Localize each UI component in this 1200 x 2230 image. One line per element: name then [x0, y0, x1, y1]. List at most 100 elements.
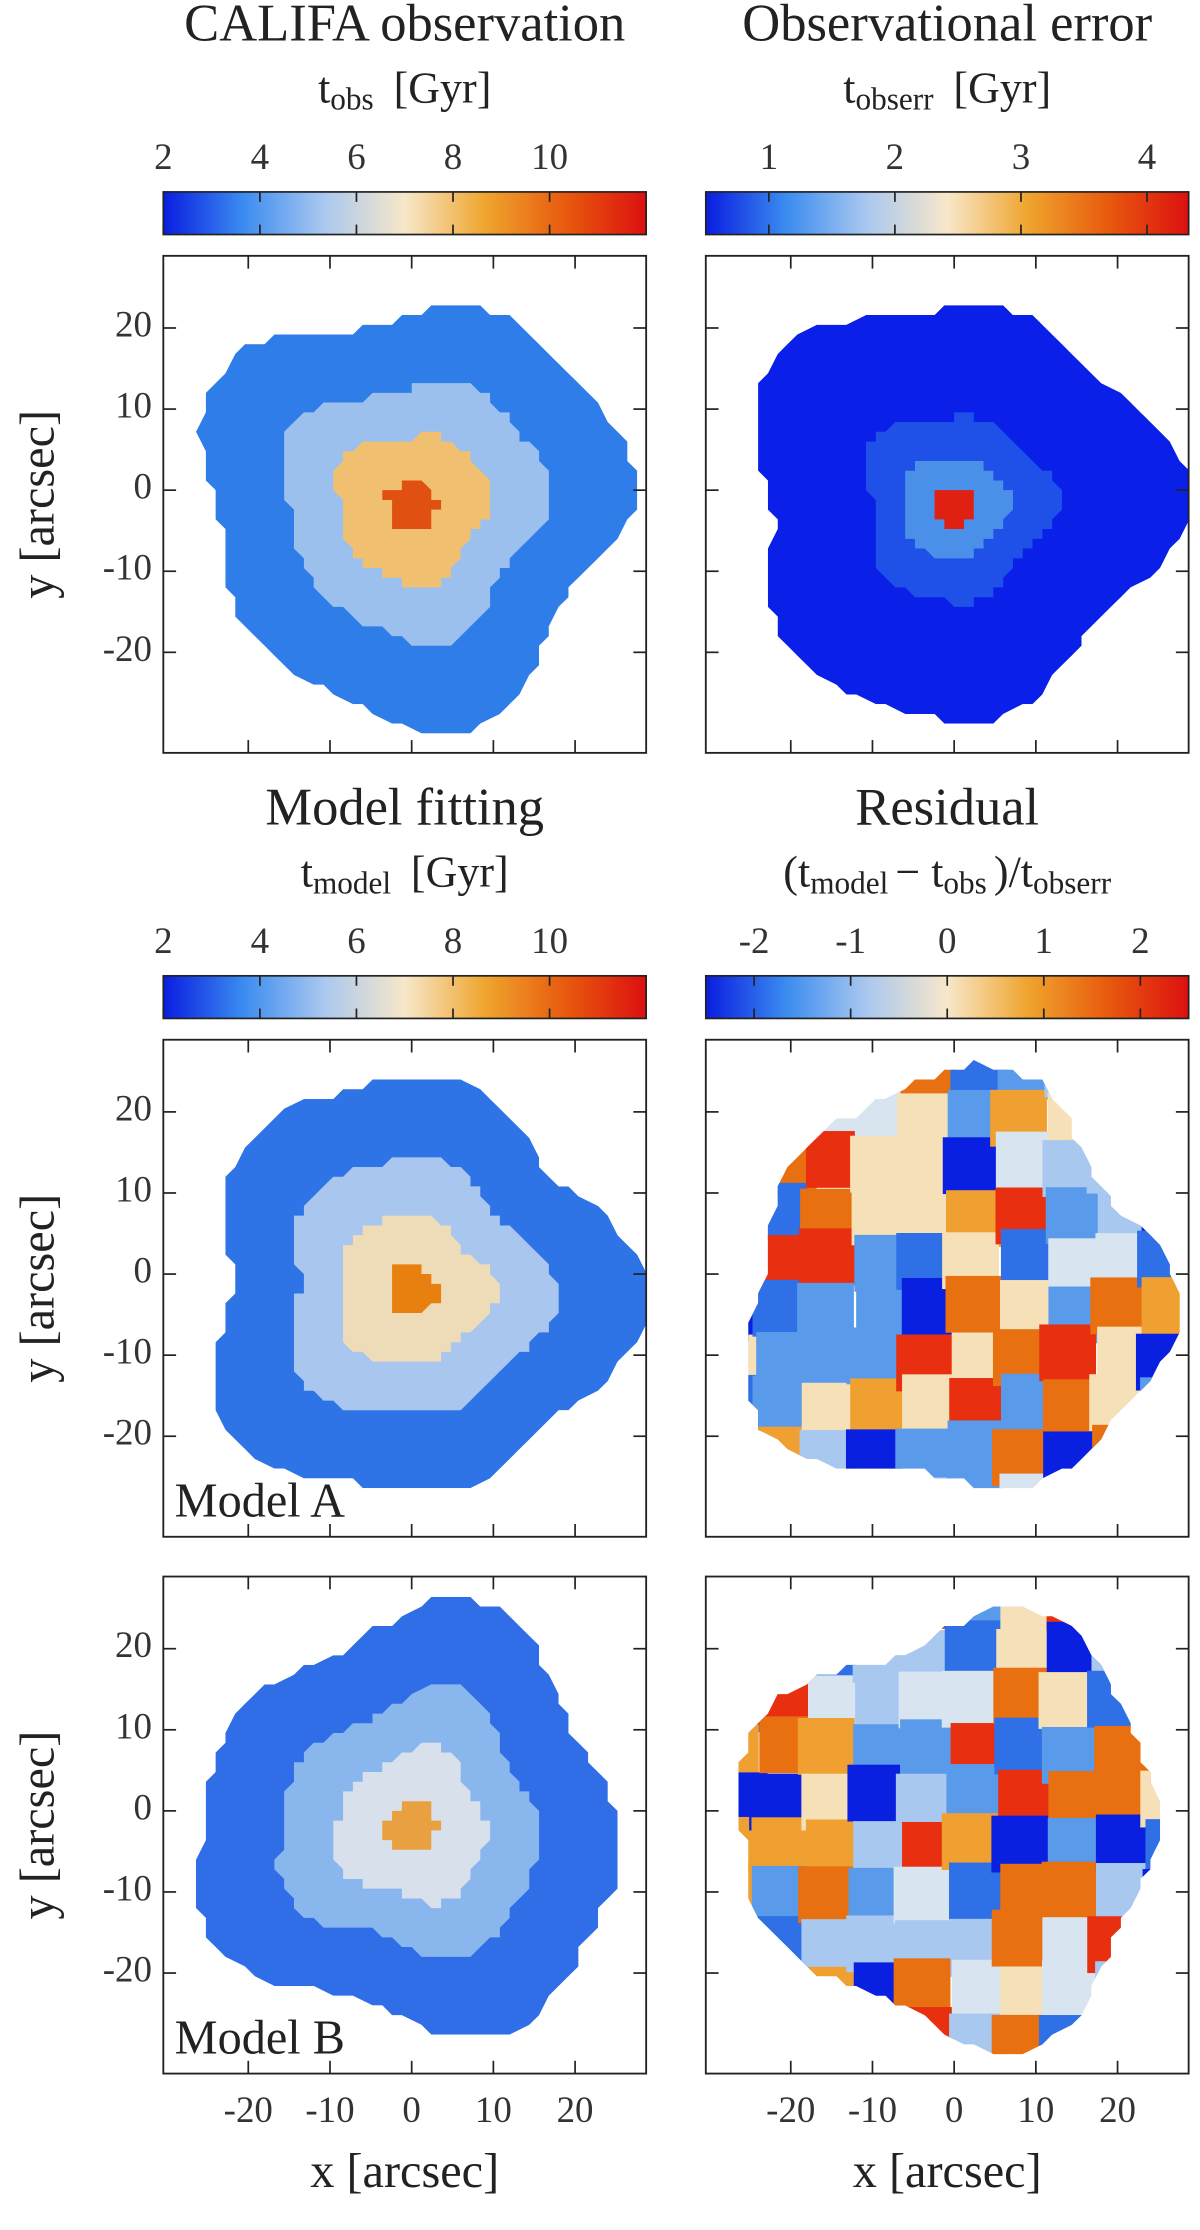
- map-cell: [738, 2006, 764, 2055]
- colorbar-tick-label: 6: [347, 136, 365, 177]
- map-cell: [738, 1675, 767, 1733]
- map-cell: [1144, 1140, 1180, 1198]
- colorbar-label: (tmodel − tobs)/tobserr: [783, 848, 1111, 901]
- map-cell: [798, 2006, 856, 2055]
- map-cell: [899, 1518, 956, 1575]
- colorbar-tick-label: 2: [1131, 920, 1149, 961]
- map-cell: [757, 1089, 815, 1147]
- label-part: obs: [943, 866, 986, 901]
- map-cell: [1145, 1430, 1180, 1487]
- map-cell: [798, 1866, 855, 1924]
- map-cell: [804, 1966, 862, 2024]
- label-part: − t: [895, 848, 943, 897]
- map-cell: [1041, 1861, 1099, 1919]
- map-cell: [845, 1429, 903, 1487]
- map-region: [382, 1801, 442, 1850]
- y-axis-label: y [arcsec]: [12, 1731, 65, 1920]
- x-tick-label: 10: [475, 2089, 512, 2130]
- map-cell: [1039, 1324, 1097, 1382]
- y-tick-label: 20: [115, 1087, 152, 1128]
- map-cell: [797, 1718, 855, 1775]
- colorbar-tick-label: 2: [154, 136, 172, 177]
- panel-frame: [704, 1038, 1190, 1538]
- colorbar-tick-label: -2: [739, 920, 770, 961]
- x-tick-label: 20: [1099, 2089, 1136, 2130]
- map-cell: [750, 1182, 807, 1240]
- map-cell: [748, 1188, 760, 1246]
- map-cell: [750, 2013, 808, 2055]
- colorbar-tick-label: 4: [251, 136, 269, 177]
- map-cell: [1141, 1277, 1180, 1334]
- map-cell: [751, 1817, 809, 1875]
- map-cell: [1090, 1477, 1148, 1489]
- colorbar-tick-label: 6: [347, 920, 365, 961]
- map-cell: [1040, 1526, 1097, 1583]
- map-cell: [738, 1962, 763, 2020]
- map-cell: [748, 1625, 806, 1683]
- galaxy-map: [215, 1079, 648, 1489]
- colorbar-tick-label: 8: [444, 920, 462, 961]
- colorbar-tick-label: 2: [154, 920, 172, 961]
- map-cell: [738, 1917, 757, 1975]
- colorbar-tick-label: 1: [1035, 920, 1053, 961]
- y-tick-label: -20: [103, 628, 152, 669]
- map-cell: [801, 1474, 858, 1489]
- map-cell: [1142, 1869, 1161, 1926]
- colorbar-tick-label: -1: [835, 920, 866, 961]
- map-cell: [799, 1620, 857, 1678]
- label-part: (t: [783, 848, 810, 897]
- panel-annotation: Model B: [175, 2011, 345, 2064]
- map-cell: [1087, 1670, 1144, 1728]
- x-axis-label: x [arcsec]: [310, 2145, 499, 2198]
- y-tick-label: 20: [115, 1624, 152, 1665]
- map-cell: [752, 1375, 810, 1433]
- map-region: [382, 480, 442, 530]
- map-cell: [896, 2007, 954, 2055]
- galaxy-map: [195, 1596, 618, 2035]
- x-tick-label: -20: [224, 2089, 273, 2130]
- map-cell: [944, 1620, 1002, 1678]
- panel-frame: [704, 254, 1190, 754]
- colorbar-tick-label: 0: [938, 920, 956, 961]
- galaxy-map: [748, 1060, 1180, 1583]
- map-cell: [1139, 1085, 1180, 1143]
- map-cell: [748, 1471, 758, 1489]
- map-cell: [951, 1959, 1009, 2017]
- colorbar-label: tobs [Gyr]: [318, 64, 491, 117]
- map-region: [392, 1264, 442, 1313]
- x-tick-label: -20: [766, 2089, 815, 2130]
- map-cell: [942, 1137, 1000, 1195]
- colorbar-label: tobserr [Gyr]: [843, 64, 1051, 117]
- y-tick-label: -20: [103, 1412, 152, 1453]
- map-cell: [1086, 1136, 1144, 1194]
- map-cell: [941, 1670, 999, 1728]
- colorbar: [704, 191, 1190, 236]
- galaxy-map: [758, 305, 1190, 724]
- map-cell: [852, 2014, 910, 2055]
- map-cell: [1038, 2015, 1096, 2055]
- colorbar-tick-label: 3: [1012, 136, 1030, 177]
- map-cell: [748, 1060, 757, 1099]
- map-cell: [845, 1520, 902, 1577]
- map-cell: [1044, 1060, 1102, 1098]
- map-cell: [946, 1764, 1004, 1821]
- map-cell: [1088, 1087, 1146, 1145]
- y-tick-label: -10: [103, 547, 152, 588]
- map-cell: [1042, 1479, 1099, 1489]
- panel-title: Observational error: [742, 0, 1152, 53]
- map-cell: [748, 1429, 757, 1487]
- map-cell: [1095, 1606, 1153, 1634]
- y-tick-label: 20: [115, 303, 152, 344]
- map-cell: [748, 1086, 765, 1144]
- map-cell: [748, 1137, 768, 1195]
- map-cell: [847, 1764, 905, 1822]
- map-cell: [750, 1524, 807, 1581]
- x-tick-label: 0: [945, 2089, 963, 2130]
- galaxy-map: [195, 305, 638, 734]
- map-cell: [855, 1606, 913, 1630]
- map-cell: [738, 1624, 759, 1681]
- colorbar-tick-label: 4: [251, 920, 269, 961]
- map-cell: [899, 1477, 956, 1489]
- map-cell: [1138, 1606, 1161, 1634]
